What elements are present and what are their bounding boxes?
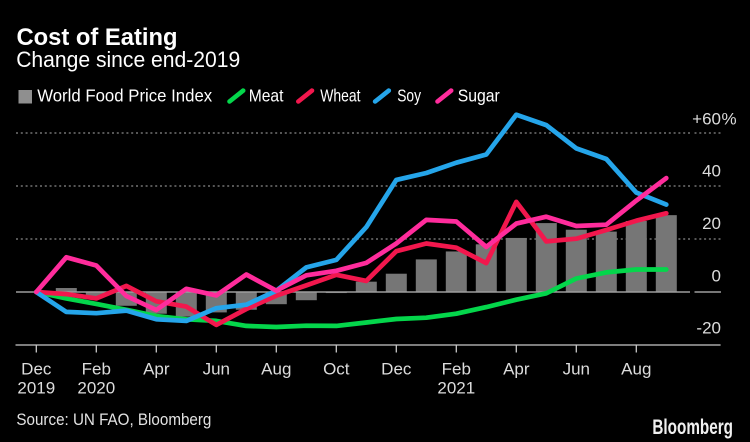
svg-text:Meat: Meat — [249, 86, 284, 106]
svg-text:Feb: Feb — [442, 359, 471, 378]
svg-text:Apr: Apr — [143, 359, 170, 378]
svg-text:Sugar: Sugar — [458, 86, 500, 106]
svg-text:40: 40 — [702, 162, 721, 181]
svg-text:0: 0 — [712, 267, 721, 286]
svg-text:World Food Price Index: World Food Price Index — [37, 86, 212, 106]
svg-text:2021: 2021 — [437, 379, 475, 398]
svg-text:Feb: Feb — [82, 359, 111, 378]
svg-text:Soy: Soy — [397, 86, 421, 106]
svg-text:Change since end-2019: Change since end-2019 — [16, 47, 240, 72]
svg-text:Jun: Jun — [563, 359, 590, 378]
svg-text:Cost of Eating: Cost of Eating — [17, 24, 178, 51]
svg-text:%: % — [722, 110, 737, 129]
svg-text:2020: 2020 — [77, 379, 115, 398]
svg-text:Oct: Oct — [323, 359, 350, 378]
svg-text:Wheat: Wheat — [320, 86, 360, 106]
svg-text:Dec: Dec — [381, 359, 412, 378]
svg-text:Bloomberg: Bloomberg — [652, 416, 733, 439]
svg-text:+60: +60 — [692, 110, 721, 129]
svg-text:Jun: Jun — [203, 359, 230, 378]
svg-text:20: 20 — [702, 214, 721, 233]
svg-text:Source: UN FAO, Bloomberg: Source: UN FAO, Bloomberg — [16, 410, 211, 429]
svg-text:Aug: Aug — [621, 359, 651, 378]
svg-text:Aug: Aug — [261, 359, 291, 378]
svg-text:Dec: Dec — [21, 359, 52, 378]
svg-text:-20: -20 — [696, 319, 721, 338]
svg-text:Apr: Apr — [503, 359, 530, 378]
svg-text:2019: 2019 — [17, 379, 55, 398]
